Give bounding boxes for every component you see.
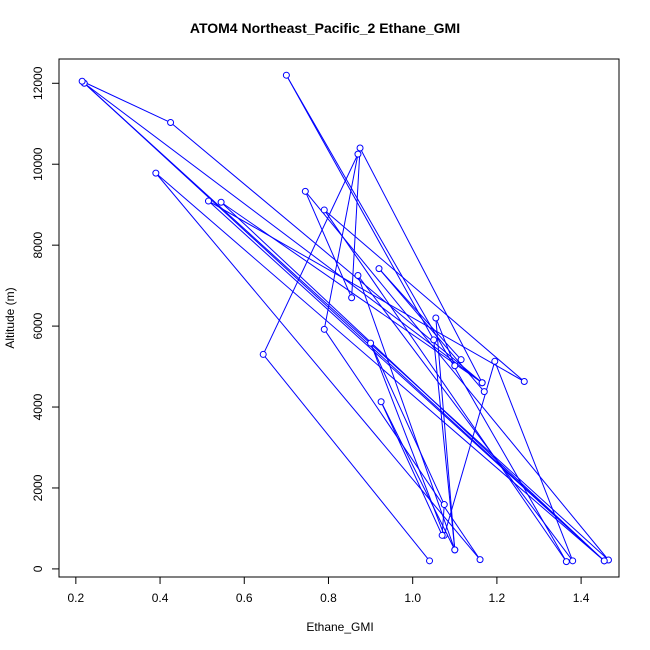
series-segment <box>262 153 359 355</box>
y-tick-label: 10000 <box>31 147 45 181</box>
data-point <box>367 339 375 347</box>
data-point <box>478 379 486 387</box>
series-segment <box>359 147 483 383</box>
data-point <box>320 325 328 333</box>
y-tick-label: 4000 <box>31 393 45 420</box>
y-axis: 0 2000 4000 6000 8000 10000 12000 <box>31 66 60 572</box>
x-tick-label: 1.2 <box>489 591 506 605</box>
data-point <box>320 206 328 214</box>
series-segment <box>208 200 525 382</box>
series-segment <box>380 401 456 551</box>
series-segment <box>380 401 443 536</box>
data-point <box>217 198 225 206</box>
x-tick-label: 0.6 <box>236 591 253 605</box>
data-point <box>259 350 267 358</box>
data-point <box>426 557 434 565</box>
data-point <box>152 169 160 177</box>
data-point <box>432 314 440 322</box>
series-segment <box>304 191 353 298</box>
data-point <box>451 362 459 370</box>
series-segment <box>170 122 483 384</box>
x-axis: 0.2 0.4 0.6 0.8 1.0 1.2 1.4 <box>67 576 590 605</box>
data-point <box>491 357 499 365</box>
series-segment <box>83 82 483 384</box>
x-tick-label: 0.8 <box>320 591 337 605</box>
data-point <box>78 77 86 85</box>
series-segment <box>323 154 359 330</box>
data-point <box>377 398 385 406</box>
series-segment <box>357 275 456 551</box>
data-point <box>569 557 577 565</box>
data-point <box>562 558 570 566</box>
y-tick-label: 12000 <box>31 66 45 100</box>
series-segment <box>494 361 574 561</box>
data-point <box>480 388 488 396</box>
chart-title: ATOM4 Northeast_Pacific_2 Ethane_GMI <box>189 20 461 36</box>
series-segment <box>351 148 361 298</box>
x-tick-label: 1.4 <box>573 591 590 605</box>
series-segment <box>262 354 430 562</box>
series-segment <box>83 82 609 561</box>
data-point <box>354 272 362 280</box>
data-point <box>375 265 383 273</box>
series-points <box>78 71 612 566</box>
data-point <box>204 197 212 205</box>
data-point <box>356 144 364 152</box>
series-segment <box>433 339 456 550</box>
series-segment <box>304 191 609 561</box>
series-segment <box>285 74 567 562</box>
data-point <box>476 556 484 564</box>
data-point <box>451 546 459 554</box>
y-tick-label: 6000 <box>31 312 45 339</box>
y-tick-label: 2000 <box>31 474 45 501</box>
series-segment <box>208 200 605 562</box>
data-point <box>430 336 438 344</box>
data-point <box>348 294 356 302</box>
data-point <box>520 378 528 386</box>
data-point <box>301 187 309 195</box>
y-tick-label: 8000 <box>31 231 45 258</box>
data-point <box>438 531 446 539</box>
series-segment <box>81 80 171 123</box>
series-segment <box>81 80 605 562</box>
series-segment <box>155 172 481 560</box>
series-segment <box>378 268 462 361</box>
series-segment <box>370 342 445 505</box>
x-tick-label: 0.4 <box>152 591 169 605</box>
series-segment <box>357 275 574 562</box>
series-segment <box>323 209 525 382</box>
data-point <box>600 557 608 565</box>
x-tick-label: 1.0 <box>404 591 421 605</box>
data-point <box>457 356 465 364</box>
x-tick-label: 0.2 <box>67 591 84 605</box>
data-point <box>440 501 448 509</box>
data-point <box>167 119 175 127</box>
data-point <box>354 150 362 158</box>
series-segment <box>285 74 435 341</box>
data-point <box>282 71 290 79</box>
series-lines <box>81 74 609 562</box>
x-axis-label: Ethane_GMI <box>306 620 374 634</box>
series-segment <box>441 504 445 536</box>
series-segment <box>378 268 485 392</box>
series-segment <box>323 209 567 562</box>
series-segment <box>435 317 456 550</box>
y-tick-label: 0 <box>31 565 45 572</box>
